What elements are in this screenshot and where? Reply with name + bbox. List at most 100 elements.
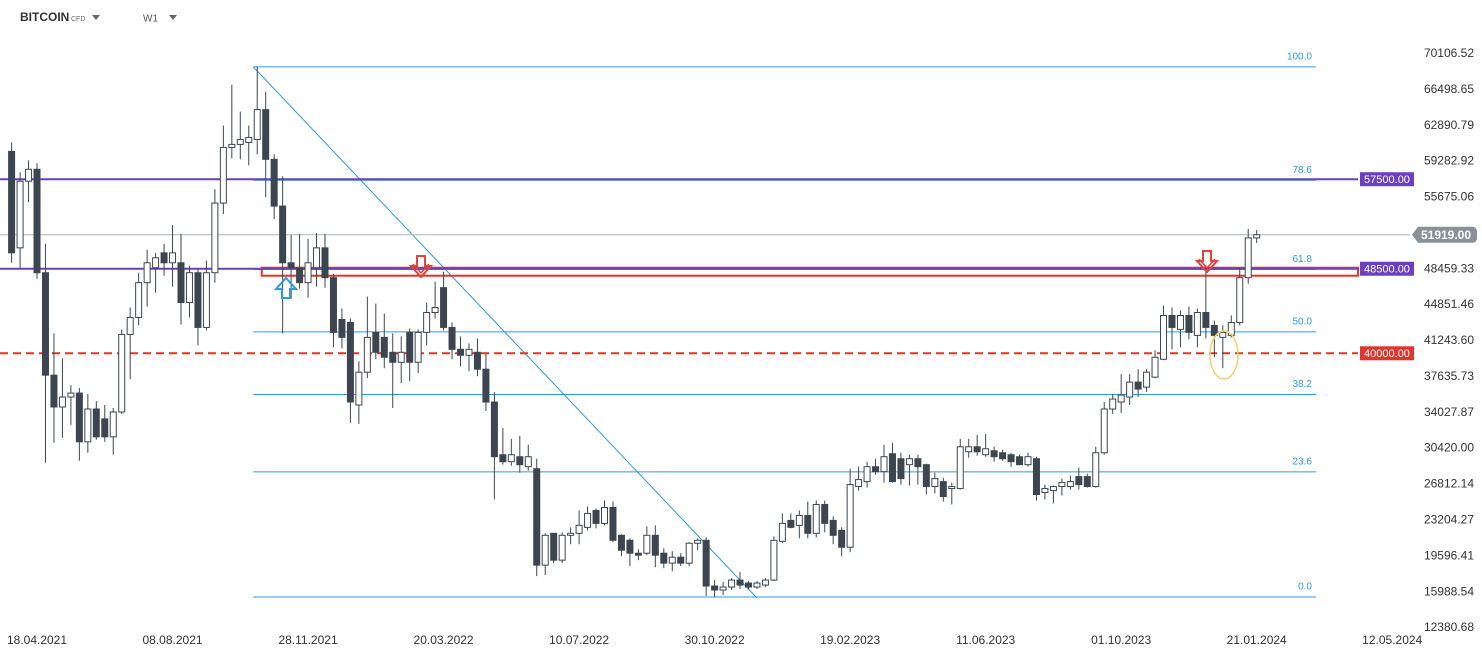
candle-body — [939, 481, 947, 498]
candle-body — [473, 351, 481, 370]
candle-body — [1032, 458, 1040, 496]
candle-body — [575, 524, 583, 534]
timeframe-dropdown[interactable] — [169, 15, 177, 20]
fib-label: 50.0 — [1293, 317, 1313, 328]
candle-body — [194, 272, 202, 328]
y-tick-label: 30420.00 — [1424, 441, 1474, 455]
candle-body — [711, 585, 719, 591]
candle-body — [1066, 481, 1074, 488]
x-tick-label: 20.03.2022 — [414, 633, 474, 647]
x-tick-label: 08.08.2021 — [142, 633, 202, 647]
price-level-tag — [1360, 261, 1414, 276]
candle-body — [211, 202, 219, 274]
candle-body — [313, 247, 321, 269]
candle-body — [372, 331, 380, 353]
symbol-dropdown[interactable] — [92, 15, 100, 20]
buy-arrow — [273, 276, 299, 299]
candle-body — [321, 247, 329, 279]
candle-body — [982, 448, 990, 456]
candle-body — [728, 579, 736, 588]
candle-body — [668, 556, 676, 564]
y-tick-label: 12380.68 — [1424, 620, 1474, 634]
x-tick-label: 30.10.2022 — [685, 633, 745, 647]
y-tick-label: 44851.46 — [1424, 297, 1474, 311]
candle-body — [1049, 486, 1057, 492]
candle-body — [143, 262, 151, 284]
candle-body — [304, 262, 312, 284]
fib-label: 38.2 — [1293, 379, 1313, 390]
price-level-tag — [1360, 346, 1414, 361]
candle-body — [1151, 356, 1159, 378]
candle-body — [651, 534, 659, 556]
candle-body — [236, 138, 244, 145]
fib-label: 0.0 — [1298, 582, 1312, 593]
candle-body — [1185, 314, 1193, 333]
candle-body — [702, 539, 710, 587]
candle-body — [1016, 456, 1024, 466]
candle-body — [617, 534, 625, 551]
candle-body — [516, 456, 524, 466]
candle-body — [228, 143, 236, 148]
candle-body — [1210, 324, 1218, 336]
candle-body — [744, 582, 752, 588]
candle-body — [50, 374, 58, 408]
candle-body — [533, 468, 541, 566]
sell-arrow — [1194, 250, 1220, 274]
candle-body — [660, 552, 668, 564]
symbol[interactable]: BITCOIN — [20, 10, 69, 24]
instrument-type: CFD — [71, 16, 85, 23]
candle-body — [584, 512, 592, 528]
candle-body — [1117, 394, 1125, 403]
candle-body — [829, 519, 837, 536]
candle-body — [685, 542, 693, 564]
x-tick-label: 11.06.2023 — [956, 633, 1015, 647]
candle-body — [490, 401, 498, 458]
sell-arrow-chevron — [1198, 258, 1216, 270]
candle-body — [457, 348, 465, 356]
y-tick-label: 23204.27 — [1424, 513, 1474, 527]
candle-body — [872, 466, 880, 473]
candle-body — [880, 456, 888, 473]
candle-body — [414, 331, 422, 363]
candle-body — [126, 316, 134, 335]
candle-body — [1100, 408, 1108, 454]
candle-body — [25, 168, 33, 182]
candle-body — [177, 262, 185, 304]
candle-body — [1109, 398, 1117, 410]
y-tick-label: 41243.60 — [1424, 333, 1474, 347]
candle-body — [270, 158, 278, 207]
candle-body — [1075, 476, 1083, 486]
y-tick-label: 15988.54 — [1424, 584, 1474, 598]
y-tick-label: 19596.41 — [1424, 548, 1474, 562]
x-tick-label: 19.02.2023 — [820, 633, 880, 647]
fib-label: 23.6 — [1293, 457, 1313, 468]
timeframe[interactable]: W1 — [143, 14, 158, 25]
candle-body — [440, 287, 448, 328]
candle-body — [736, 579, 744, 586]
candle-body — [109, 411, 117, 438]
candle-body — [643, 534, 651, 554]
candle-body — [973, 446, 981, 453]
candle-body — [524, 456, 532, 468]
candle-body — [397, 351, 405, 363]
candle-body — [160, 252, 168, 264]
candle-body — [482, 368, 490, 403]
candle-body — [101, 418, 109, 438]
candle-body — [389, 351, 397, 363]
x-tick-label: 28.11.2021 — [278, 633, 337, 647]
candle-body — [550, 532, 558, 561]
candle-body — [592, 509, 600, 524]
highlight-ellipse — [1209, 330, 1239, 380]
candle-body — [33, 168, 41, 274]
candle-body — [601, 506, 608, 524]
candle-body — [253, 109, 261, 140]
price-level-tag — [1360, 172, 1414, 187]
candle-body — [846, 484, 854, 548]
candle-body — [363, 336, 371, 373]
trendline — [252, 66, 758, 599]
candle-body — [787, 519, 795, 528]
candle-body — [1058, 482, 1066, 488]
fib-label: 100.0 — [1287, 51, 1312, 62]
candle-body — [1244, 237, 1252, 279]
